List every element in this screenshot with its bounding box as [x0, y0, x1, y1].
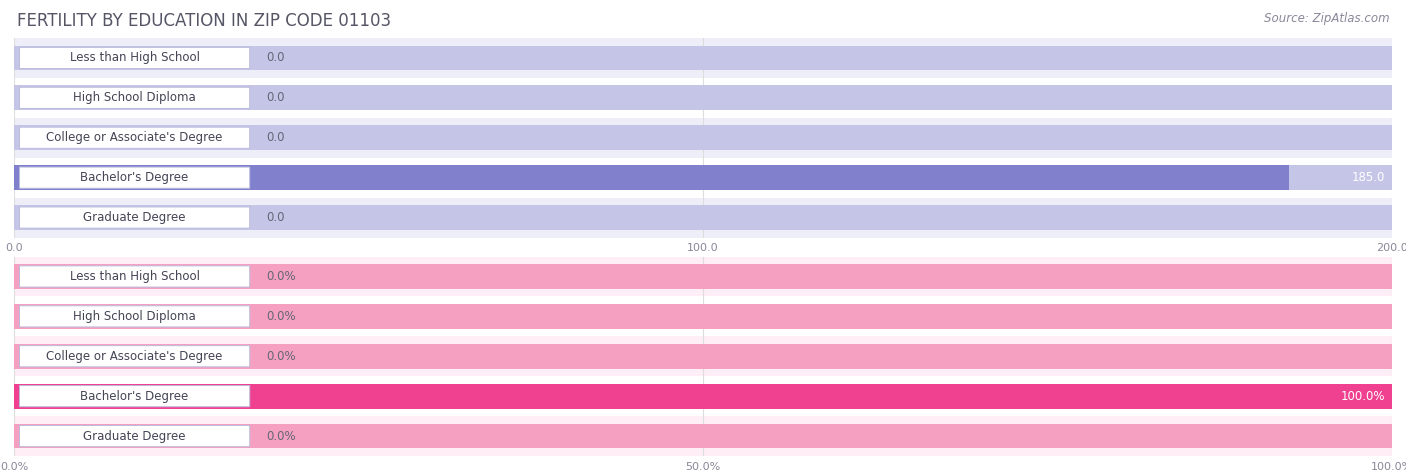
Bar: [14, 165, 1392, 190]
Bar: [14, 336, 1392, 376]
Bar: [14, 296, 1392, 336]
FancyBboxPatch shape: [20, 306, 250, 327]
Bar: [14, 344, 1392, 369]
Bar: [14, 158, 1392, 198]
Bar: [14, 165, 1289, 190]
Text: High School Diploma: High School Diploma: [73, 310, 195, 323]
Bar: [14, 198, 1392, 238]
Text: College or Associate's Degree: College or Associate's Degree: [46, 131, 222, 144]
Text: 0.0: 0.0: [266, 91, 284, 104]
Bar: [14, 264, 1392, 289]
FancyBboxPatch shape: [20, 48, 250, 68]
Bar: [14, 384, 1392, 408]
Text: 0.0: 0.0: [266, 131, 284, 144]
Text: Less than High School: Less than High School: [70, 51, 200, 65]
Bar: [14, 304, 1392, 329]
Bar: [14, 205, 1392, 230]
Text: Source: ZipAtlas.com: Source: ZipAtlas.com: [1264, 12, 1389, 25]
Text: College or Associate's Degree: College or Associate's Degree: [46, 350, 222, 363]
Text: 0.0%: 0.0%: [266, 429, 295, 443]
FancyBboxPatch shape: [20, 266, 250, 287]
Bar: [14, 38, 1392, 78]
Bar: [14, 118, 1392, 158]
Text: 0.0: 0.0: [266, 51, 284, 65]
Text: Bachelor's Degree: Bachelor's Degree: [80, 171, 188, 184]
Text: Bachelor's Degree: Bachelor's Degree: [80, 390, 188, 403]
Bar: [14, 424, 1392, 448]
Text: 0.0%: 0.0%: [266, 310, 295, 323]
Text: FERTILITY BY EDUCATION IN ZIP CODE 01103: FERTILITY BY EDUCATION IN ZIP CODE 01103: [17, 12, 391, 30]
Text: Graduate Degree: Graduate Degree: [83, 211, 186, 224]
Bar: [14, 376, 1392, 416]
FancyBboxPatch shape: [20, 426, 250, 446]
FancyBboxPatch shape: [20, 87, 250, 108]
Text: Graduate Degree: Graduate Degree: [83, 429, 186, 443]
Text: 0.0%: 0.0%: [266, 270, 295, 283]
FancyBboxPatch shape: [20, 386, 250, 407]
Text: 0.0: 0.0: [266, 211, 284, 224]
Bar: [14, 416, 1392, 456]
FancyBboxPatch shape: [20, 207, 250, 228]
Bar: [14, 384, 1392, 408]
Bar: [14, 86, 1392, 110]
Text: Less than High School: Less than High School: [70, 270, 200, 283]
Text: 100.0%: 100.0%: [1340, 390, 1385, 403]
FancyBboxPatch shape: [20, 346, 250, 367]
Bar: [14, 256, 1392, 296]
Bar: [14, 46, 1392, 70]
Text: 0.0%: 0.0%: [266, 350, 295, 363]
Bar: [14, 78, 1392, 118]
FancyBboxPatch shape: [20, 127, 250, 148]
Text: 185.0: 185.0: [1351, 171, 1385, 184]
Bar: [14, 125, 1392, 150]
Text: High School Diploma: High School Diploma: [73, 91, 195, 104]
FancyBboxPatch shape: [20, 167, 250, 188]
